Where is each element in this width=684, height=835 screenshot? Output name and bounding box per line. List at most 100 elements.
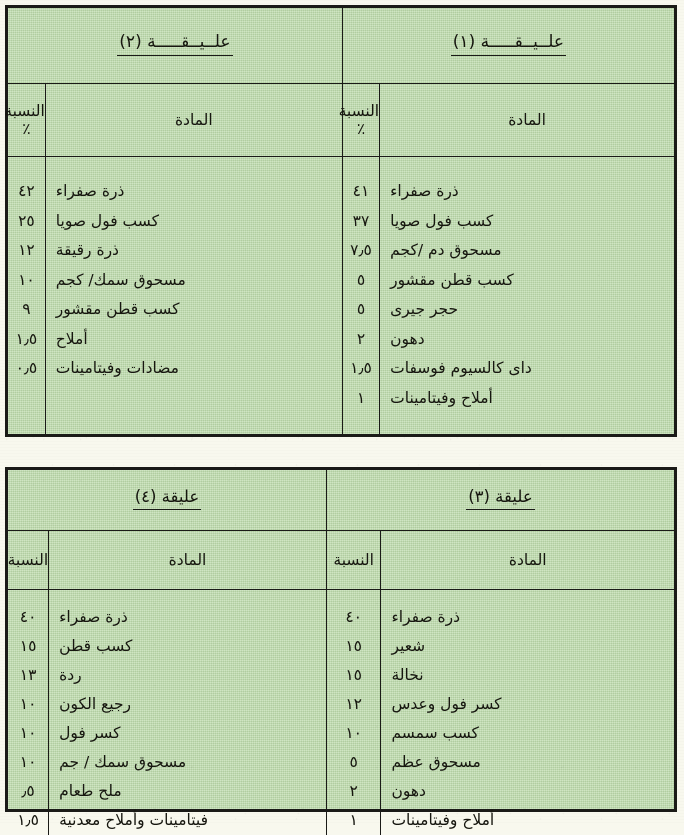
- material-item: كسب قطن: [59, 632, 312, 661]
- table-title-row: علــيــقـــــة (١) علــيــقـــــة (٢): [8, 8, 674, 84]
- material-item: نخالة: [391, 661, 660, 690]
- material-item: مضادات وفيتامينات: [56, 354, 328, 384]
- material-item: أملاح وفيتامينات: [391, 806, 660, 835]
- percentage-item: ٢: [327, 777, 381, 806]
- percentage-item: ١٠: [327, 719, 381, 748]
- percentage-item: ١٥: [327, 661, 381, 690]
- percentage-item: ١٫٥: [8, 325, 45, 355]
- ration-2-title-cell: علــيــقـــــة (٢): [8, 8, 342, 84]
- material-item: كسب قطن مقشور: [56, 295, 328, 325]
- ration-3-title: عليقة (٣): [466, 488, 534, 510]
- percentage-item: ١٠: [8, 719, 48, 748]
- ration-4-title-cell: عليقة (٤): [8, 470, 326, 531]
- material-item: أملاح وفيتامينات: [390, 384, 660, 414]
- percentage-item: ٧٫٥: [343, 236, 379, 266]
- material-item: رجيع الكون: [59, 690, 312, 719]
- material-item: كسب قطن مقشور: [390, 266, 660, 296]
- material-item: ذرة صفراء: [390, 177, 660, 207]
- material-item: ذرة صفراء: [391, 603, 660, 632]
- percentage-item: ٥: [343, 266, 379, 296]
- material-item: داى كالسيوم فوسفات: [390, 354, 660, 384]
- percentage-item: ٫٥: [8, 777, 48, 806]
- material-item: ردة: [59, 661, 312, 690]
- material-item: كسر فول وعدس: [391, 690, 660, 719]
- percentage-item: ٤٠: [327, 603, 381, 632]
- material-item: مسحوق سمك/ كجم: [56, 266, 328, 296]
- percentage-item: ٠٫٥: [8, 354, 45, 384]
- ration-3-title-cell: عليقة (٣): [326, 470, 674, 531]
- ration-2-material-header: المادة: [45, 84, 342, 157]
- percentage-item: ٤٠: [8, 603, 48, 632]
- material-item: كسب سمسم: [391, 719, 660, 748]
- table-column-header-row: المادة النسبة المادة النسبة: [8, 531, 674, 590]
- percentage-item: ١٣: [8, 661, 48, 690]
- percentage-item: ١٫٥: [8, 806, 48, 835]
- material-item: أملاح: [56, 325, 328, 355]
- ration-4-title: عليقة (٤): [133, 488, 201, 510]
- ration-2-percentage-header: النسبة ٪: [8, 84, 45, 157]
- ration-table-block-bottom: عليقة (٣) عليقة (٤) المادة النسبة المادة…: [5, 467, 677, 812]
- ration-1-material-header: المادة: [380, 84, 674, 157]
- ration-3-material-header: المادة: [381, 531, 674, 590]
- table-column-header-row: المادة النسبة ٪ المادة النسبة ٪: [8, 84, 674, 157]
- material-item: ذرة رقيقة: [56, 236, 328, 266]
- ration-1-title: علــيــقـــــة (١): [451, 33, 566, 56]
- percentage-item: ٤٢: [8, 177, 45, 207]
- ration-table-block-top: علــيــقـــــة (١) علــيــقـــــة (٢) ال…: [5, 5, 677, 437]
- material-item: مسحوق سمك / جم: [59, 748, 312, 777]
- material-item: ذرة صفراء: [59, 603, 312, 632]
- percentage-item: ٥: [327, 748, 381, 777]
- percentage-item: ١: [343, 384, 379, 414]
- percentage-item: ١٢: [327, 690, 381, 719]
- ration-4-material-header: المادة: [49, 531, 327, 590]
- material-item: مسحوق دم /كجم: [390, 236, 660, 266]
- ration-1-percentage-header: النسبة ٪: [342, 84, 379, 157]
- ration-2-title: علــيــقـــــة (٢): [117, 33, 232, 56]
- ration-4-percentage-header: النسبة: [8, 531, 49, 590]
- ration-table-bottom: عليقة (٣) عليقة (٤) المادة النسبة المادة…: [8, 470, 674, 835]
- percentage-item: ٩: [8, 295, 45, 325]
- material-item: ملح طعام: [59, 777, 312, 806]
- percentage-item: ٣٧: [343, 207, 379, 237]
- material-item: كسب فول صويا: [56, 207, 328, 237]
- material-item: ذرة صفراء: [56, 177, 328, 207]
- percentage-item: ١٥: [327, 632, 381, 661]
- percentage-item: ٢: [343, 325, 379, 355]
- percentage-item: ١٫٥: [343, 354, 379, 384]
- percentage-item: ١٠: [8, 748, 48, 777]
- percentage-item: ١٥: [8, 632, 48, 661]
- material-item: شعير: [391, 632, 660, 661]
- material-item: دهون: [390, 325, 660, 355]
- material-item: دهون: [391, 777, 660, 806]
- material-item: مسحوق عظم: [391, 748, 660, 777]
- ration-1-title-cell: علــيــقـــــة (١): [342, 8, 674, 84]
- ration-3-percentage-header: النسبة: [326, 531, 381, 590]
- percentage-item: ١: [327, 806, 381, 835]
- material-item: كسب فول صويا: [390, 207, 660, 237]
- percentage-item: ١٠: [8, 690, 48, 719]
- percentage-item: ٢٥: [8, 207, 45, 237]
- material-item: كسر فول: [59, 719, 312, 748]
- ration-table-top: علــيــقـــــة (١) علــيــقـــــة (٢) ال…: [8, 8, 674, 434]
- percentage-item: ٤١: [343, 177, 379, 207]
- material-item: فيتامينات وأملاح معدنية: [59, 806, 312, 835]
